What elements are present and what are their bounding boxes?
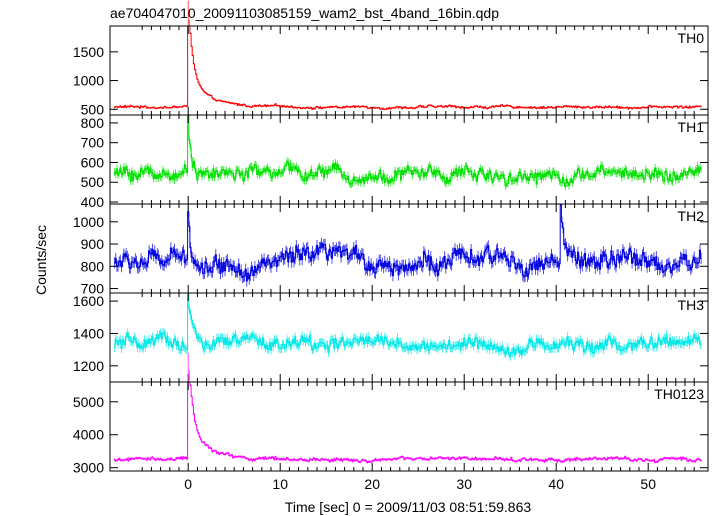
y-tick-label: 4000	[73, 427, 104, 443]
y-tick-label: 500	[81, 174, 105, 190]
panel-label: TH2	[678, 208, 705, 224]
x-tick-label: 40	[548, 476, 564, 492]
chart-title: ae704047010_20091103085159_wam2_bst_4ban…	[110, 5, 499, 21]
y-tick-label: 1000	[73, 214, 104, 230]
y-tick-label: 1400	[73, 325, 104, 341]
panel-label: TH0	[678, 30, 705, 46]
panel-label: TH1	[678, 119, 705, 135]
panel-frame	[109, 203, 709, 294]
x-tick-label: 20	[364, 476, 380, 492]
panel-label: TH3	[678, 297, 705, 313]
panel-frame	[109, 25, 709, 116]
y-tick-label: 700	[81, 135, 105, 151]
y-tick-label: 700	[81, 281, 105, 297]
y-tick-label: 800	[81, 258, 105, 274]
x-tick-label: 50	[640, 476, 656, 492]
error-bars-th3	[114, 293, 702, 361]
x-tick-label: 10	[272, 476, 288, 492]
y-tick-label: 500	[81, 101, 105, 117]
y-tick-label: 400	[81, 194, 105, 210]
series-th0	[114, 25, 702, 110]
y-tick-label: 1500	[73, 44, 104, 60]
panel-th0123: 3000 4000 5000 TH0123	[73, 352, 709, 476]
y-tick-label: 1200	[73, 358, 104, 374]
error-bars-th2	[114, 204, 702, 287]
y-tick-label: 900	[81, 236, 105, 252]
series-th0123	[114, 381, 702, 463]
error-bars-th1	[114, 115, 702, 191]
panel-label: TH0123	[654, 386, 704, 402]
panel-th2: 700 800 900 1000 TH2	[73, 203, 709, 297]
y-tick-label: 600	[81, 154, 105, 170]
y-tick-label: 3000	[73, 460, 104, 476]
y-tick-label: 5000	[73, 394, 104, 410]
series-th3	[114, 293, 702, 357]
panel-th3: 1200 1400 1600 TH3	[73, 292, 709, 383]
error-bars-th0123	[114, 352, 702, 464]
y-axis-label: Counts/sec	[33, 225, 49, 295]
panel-th1: 400 500 600 700 800 TH1	[81, 114, 709, 210]
y-tick-label: 800	[81, 115, 105, 131]
x-tick-label: 0	[184, 476, 192, 492]
y-tick-label: 1600	[73, 293, 104, 309]
series-th2	[114, 203, 702, 282]
x-axis-label: Time [sec] 0 = 2009/11/03 08:51:59.863	[285, 499, 532, 515]
series-th1	[114, 114, 702, 187]
panel-frame	[109, 114, 709, 205]
y-tick-label: 1000	[73, 73, 104, 89]
x-tick-label: 30	[456, 476, 472, 492]
